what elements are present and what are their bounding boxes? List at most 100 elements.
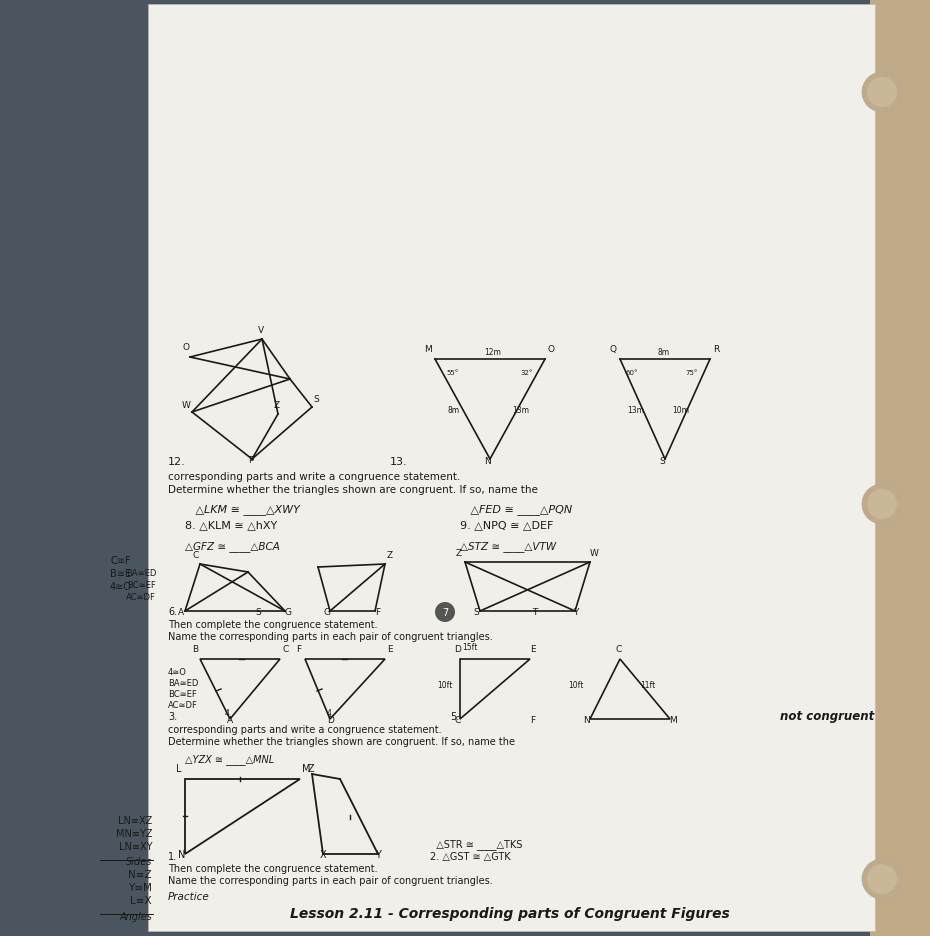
Text: △LKM ≅ ____△XWY: △LKM ≅ ____△XWY xyxy=(185,504,299,515)
Text: C: C xyxy=(616,644,622,653)
Text: Y≡M: Y≡M xyxy=(128,882,152,892)
Text: Lesson 2.11 - Corresponding parts of Congruent Figures: Lesson 2.11 - Corresponding parts of Con… xyxy=(290,906,730,920)
Text: 4: 4 xyxy=(327,709,332,717)
Text: O: O xyxy=(182,343,189,352)
Text: BA≅ED: BA≅ED xyxy=(168,679,198,687)
Text: W: W xyxy=(182,401,191,410)
Text: 11ft: 11ft xyxy=(640,680,656,689)
Text: BA≅ED: BA≅ED xyxy=(126,568,156,578)
Text: AC≅DF: AC≅DF xyxy=(168,700,198,709)
Text: 12m: 12m xyxy=(484,347,501,357)
Text: 5.: 5. xyxy=(450,711,459,722)
Text: 8m: 8m xyxy=(658,347,671,357)
Text: W: W xyxy=(590,548,599,558)
Text: △STZ ≅ ____△VTW: △STZ ≅ ____△VTW xyxy=(460,540,556,551)
Text: Angles: Angles xyxy=(119,911,152,921)
Text: A: A xyxy=(227,715,233,724)
Text: B: B xyxy=(192,644,198,653)
Text: O: O xyxy=(548,344,555,354)
Text: 7: 7 xyxy=(442,607,448,618)
Text: 60°: 60° xyxy=(626,370,639,375)
Text: △STR ≅ ____△TKS: △STR ≅ ____△TKS xyxy=(430,838,523,849)
Text: Name the corresponding parts in each pair of congruent triangles.: Name the corresponding parts in each pai… xyxy=(168,875,493,885)
Text: Z: Z xyxy=(308,763,314,773)
Text: D: D xyxy=(327,715,334,724)
Text: C: C xyxy=(454,715,460,724)
Text: not congruent: not congruent xyxy=(780,709,874,723)
Text: Sides: Sides xyxy=(126,856,152,866)
Text: Q: Q xyxy=(610,344,617,354)
Text: F: F xyxy=(375,607,380,616)
Text: B≅E: B≅E xyxy=(110,568,131,578)
Text: A: A xyxy=(178,607,184,616)
Text: E: E xyxy=(387,644,392,653)
Text: Y: Y xyxy=(375,849,381,859)
Circle shape xyxy=(867,78,897,108)
Text: Then complete the congruence statement.: Then complete the congruence statement. xyxy=(168,620,378,629)
Text: △YZX ≅ ____△MNL: △YZX ≅ ____△MNL xyxy=(185,753,274,764)
Text: N: N xyxy=(583,715,590,724)
Text: Determine whether the triangles shown are congruent. If so, name the: Determine whether the triangles shown ar… xyxy=(168,485,538,494)
Text: Z: Z xyxy=(274,401,280,410)
Text: Y: Y xyxy=(573,607,578,616)
Text: N≡Z: N≡Z xyxy=(128,869,152,879)
Polygon shape xyxy=(148,5,875,931)
Text: Z: Z xyxy=(387,550,393,560)
Text: 13m: 13m xyxy=(512,405,529,415)
Text: Practice: Practice xyxy=(168,891,210,901)
Text: 55°: 55° xyxy=(446,370,458,375)
Text: X: X xyxy=(320,849,326,859)
Circle shape xyxy=(867,864,897,894)
Text: 32°: 32° xyxy=(520,370,532,375)
Text: 15ft: 15ft xyxy=(462,642,477,651)
Text: Then complete the congruence statement.: Then complete the congruence statement. xyxy=(168,863,378,873)
Text: 13m: 13m xyxy=(627,405,644,415)
Text: R: R xyxy=(713,344,719,354)
Text: L≡X: L≡X xyxy=(130,895,152,905)
Text: 3.: 3. xyxy=(168,711,177,722)
Text: BC≅EF: BC≅EF xyxy=(168,689,197,698)
Text: N: N xyxy=(484,457,491,465)
Circle shape xyxy=(862,859,902,899)
Text: C: C xyxy=(192,550,198,560)
Text: 9. △NPQ ≅ △DEF: 9. △NPQ ≅ △DEF xyxy=(460,519,553,530)
Text: Z: Z xyxy=(456,548,462,558)
Text: LN≡XY: LN≡XY xyxy=(118,841,152,851)
Text: N: N xyxy=(178,849,185,859)
Text: MN≡YZ: MN≡YZ xyxy=(115,828,152,838)
Text: 8. △KLM ≅ △hXY: 8. △KLM ≅ △hXY xyxy=(185,519,277,530)
Text: S: S xyxy=(659,457,665,465)
Text: M: M xyxy=(302,763,311,773)
Text: D: D xyxy=(454,644,461,653)
Text: △FED ≅ ____△PQN: △FED ≅ ____△PQN xyxy=(460,504,572,515)
Text: corresponding parts and write a congruence statement.: corresponding parts and write a congruen… xyxy=(168,724,442,734)
Text: 10ft: 10ft xyxy=(437,680,452,689)
Circle shape xyxy=(435,603,455,622)
Bar xyxy=(0,0,155,936)
Text: C≅F: C≅F xyxy=(110,555,130,565)
Circle shape xyxy=(862,485,902,524)
Text: Name the corresponding parts in each pair of congruent triangles.: Name the corresponding parts in each pai… xyxy=(168,631,493,641)
Bar xyxy=(870,0,930,936)
Text: S: S xyxy=(473,607,479,616)
Text: M: M xyxy=(424,344,432,354)
Text: S: S xyxy=(313,395,319,403)
Text: 8m: 8m xyxy=(447,405,459,415)
Text: 10m: 10m xyxy=(672,405,689,415)
Text: S: S xyxy=(255,607,260,616)
Text: G: G xyxy=(323,607,330,616)
Text: 4: 4 xyxy=(225,709,230,717)
Text: T: T xyxy=(532,607,538,616)
Text: 4≅O: 4≅O xyxy=(110,581,132,592)
Text: LN≡XZ: LN≡XZ xyxy=(118,815,152,826)
Text: 2. △GST ≅ △GTK: 2. △GST ≅ △GTK xyxy=(430,851,511,861)
Text: 75°: 75° xyxy=(685,370,698,375)
Text: 12.: 12. xyxy=(168,457,186,466)
Text: F: F xyxy=(530,715,535,724)
Circle shape xyxy=(862,73,902,113)
Text: 1.: 1. xyxy=(168,851,177,861)
Text: △GFZ ≅ ____△BCA: △GFZ ≅ ____△BCA xyxy=(185,540,280,551)
Text: BC≅EF: BC≅EF xyxy=(127,580,156,590)
Text: F: F xyxy=(296,644,301,653)
Text: 4≅O: 4≅O xyxy=(168,667,187,677)
